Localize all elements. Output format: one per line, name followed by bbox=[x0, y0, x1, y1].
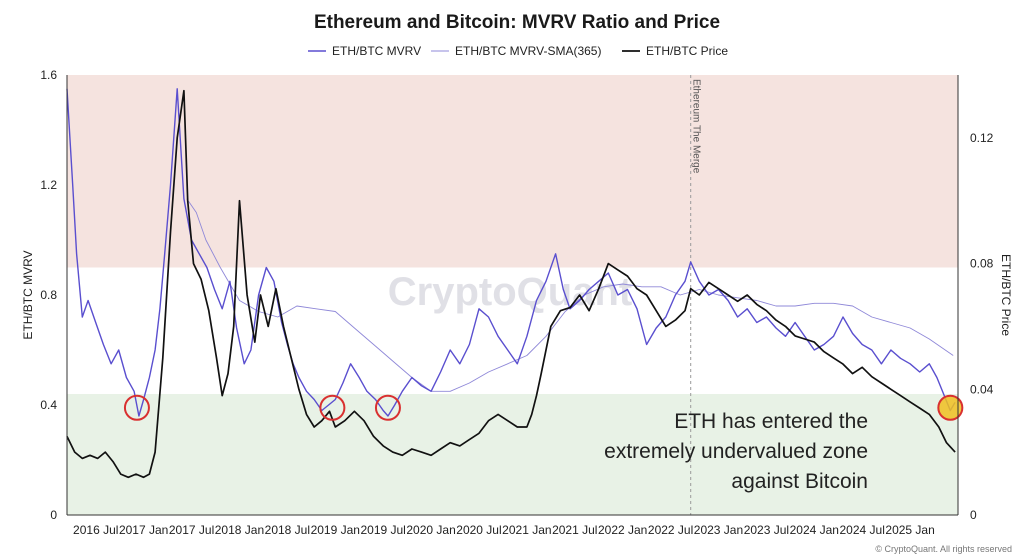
legend-label-0: ETH/BTC MVRV bbox=[332, 44, 421, 58]
highlight-circles bbox=[123, 394, 964, 421]
left-tick-label: 0 bbox=[50, 508, 57, 522]
highlight-circle-2 bbox=[374, 394, 401, 421]
x-tick-label: 2021 Jul bbox=[552, 523, 597, 537]
series-line-1 bbox=[186, 198, 954, 392]
legend-label-1: ETH/BTC MVRV-SMA(365) bbox=[455, 44, 601, 58]
x-tick-label: 2018 Jan bbox=[215, 523, 264, 537]
x-tick-label: 2021 Jan bbox=[502, 523, 551, 537]
merge-label: Ethereum The Merge bbox=[691, 79, 702, 174]
copyright: © CryptoQuant. All rights reserved bbox=[875, 544, 1012, 554]
left-axis-title: ETH/BTC MVRV bbox=[21, 250, 35, 339]
event-line-group: Ethereum The Merge bbox=[690, 75, 702, 515]
x-tick-label: 2020 Jan bbox=[406, 523, 455, 537]
x-tick-label: 2018 Jul bbox=[265, 523, 310, 537]
x-tick-label: 2025 Jan bbox=[885, 523, 934, 537]
left-tick-label: 0.8 bbox=[40, 288, 57, 302]
right-tick-label: 0.12 bbox=[970, 131, 994, 145]
annotation-line-1: extremely undervalued zone bbox=[604, 440, 868, 463]
x-tick-label: 2022 Jan bbox=[598, 523, 647, 537]
x-tick-label: 2019 Jul bbox=[360, 523, 405, 537]
annotation-line-2: against Bitcoin bbox=[731, 470, 868, 493]
x-tick-label: 2023 Jan bbox=[694, 523, 743, 537]
annotation-line-0: ETH has entered the bbox=[674, 410, 868, 433]
x-tick-label: 2019 Jan bbox=[311, 523, 360, 537]
series-line-0 bbox=[66, 88, 956, 417]
series-group bbox=[66, 88, 956, 479]
x-tick-label: 2022 Jul bbox=[648, 523, 693, 537]
undervalued-zone bbox=[67, 394, 958, 515]
right-axis-title: ETH/BTC Price bbox=[999, 254, 1013, 336]
watermark: CryptoQuant bbox=[388, 270, 632, 314]
x-tick-label: 2017 Jan bbox=[119, 523, 168, 537]
x-tick-label: 2020 Jul bbox=[456, 523, 501, 537]
highlight-circle-3 bbox=[937, 394, 964, 421]
x-tick-label: 2024 Jul bbox=[840, 523, 885, 537]
chart-title: Ethereum and Bitcoin: MVRV Ratio and Pri… bbox=[314, 12, 720, 33]
x-tick-label: 2017 Jul bbox=[169, 523, 214, 537]
right-tick-label: 0.08 bbox=[970, 257, 994, 271]
overvalued-zone bbox=[67, 75, 958, 268]
left-tick-label: 1.2 bbox=[40, 178, 57, 192]
left-tick-label: 0.4 bbox=[40, 398, 57, 412]
highlight-circle-0 bbox=[123, 394, 150, 421]
highlight-circle-1 bbox=[319, 394, 346, 421]
legend-label-2: ETH/BTC Price bbox=[646, 44, 728, 58]
right-tick-label: 0 bbox=[970, 508, 977, 522]
right-tick-label: 0.04 bbox=[970, 382, 994, 396]
x-tick-label: 2023 Jul bbox=[744, 523, 789, 537]
left-tick-label: 1.6 bbox=[40, 68, 57, 82]
annotation: ETH has entered the extremely undervalued… bbox=[604, 410, 868, 493]
x-tick-label: 2016 Jul bbox=[73, 523, 118, 537]
series-line-2 bbox=[66, 89, 956, 479]
x-tick-label: 2024 Jan bbox=[790, 523, 839, 537]
legend: ETH/BTC MVRV ETH/BTC MVRV-SMA(365) ETH/BTC… bbox=[308, 44, 728, 58]
zones bbox=[67, 75, 958, 515]
